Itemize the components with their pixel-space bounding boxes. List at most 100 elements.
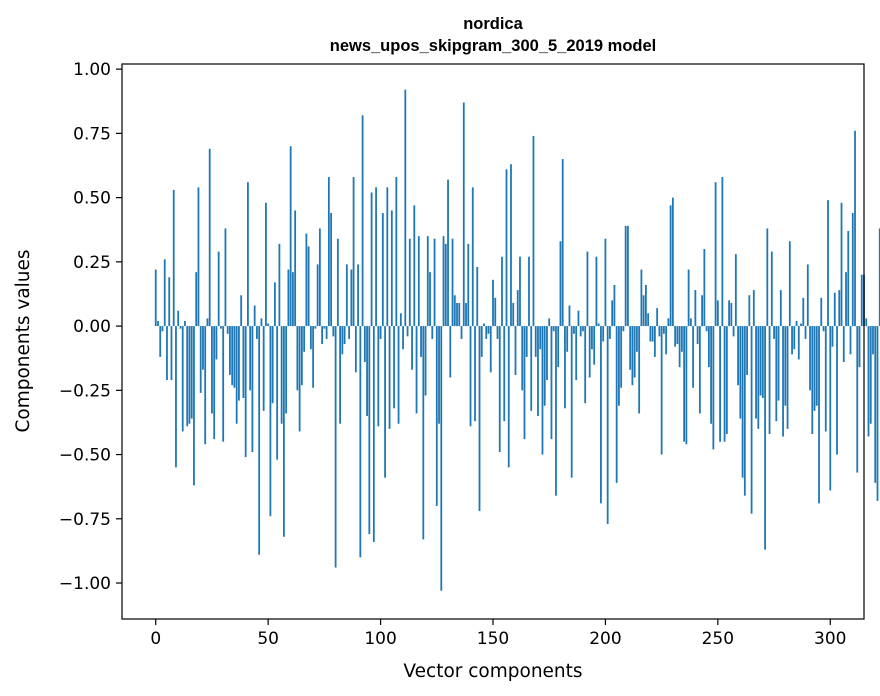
bar bbox=[778, 326, 780, 401]
bar bbox=[202, 326, 204, 370]
bar bbox=[364, 326, 366, 362]
bar bbox=[551, 326, 553, 439]
bar bbox=[728, 300, 730, 326]
bar bbox=[443, 236, 445, 326]
bar bbox=[261, 318, 263, 326]
bar bbox=[292, 272, 294, 326]
bar bbox=[746, 326, 748, 375]
bar bbox=[805, 326, 807, 339]
bar bbox=[209, 149, 211, 326]
bar bbox=[454, 295, 456, 326]
bar bbox=[670, 205, 672, 326]
bar bbox=[323, 326, 325, 329]
bar bbox=[157, 321, 159, 326]
bar bbox=[258, 326, 260, 555]
bar bbox=[195, 272, 197, 326]
bar bbox=[575, 326, 577, 380]
bar bbox=[350, 270, 352, 327]
bar bbox=[658, 326, 660, 336]
bar bbox=[359, 326, 361, 557]
bar bbox=[182, 326, 184, 431]
bar bbox=[407, 326, 409, 336]
bar bbox=[710, 326, 712, 424]
bar bbox=[841, 203, 843, 326]
bar bbox=[465, 303, 467, 326]
bar bbox=[216, 326, 218, 359]
bar bbox=[159, 326, 161, 357]
bar bbox=[227, 326, 229, 334]
bar bbox=[290, 146, 292, 326]
bar bbox=[701, 295, 703, 326]
bar bbox=[276, 326, 278, 460]
bar bbox=[449, 326, 451, 377]
bar bbox=[294, 210, 296, 326]
bar bbox=[694, 290, 696, 326]
bar bbox=[721, 177, 723, 326]
y-tick-label: 0.75 bbox=[73, 124, 111, 144]
y-axis-ticks: 1.00 0.75 0.50 0.25 0.00 −0.25 −0.50 −0.75 −1.00 bbox=[59, 60, 122, 594]
bar bbox=[164, 259, 166, 326]
bar bbox=[654, 326, 656, 357]
bar bbox=[391, 210, 393, 326]
bar bbox=[793, 326, 795, 349]
bar bbox=[850, 326, 852, 354]
bar-chart: nordica news_upos_skipgram_300_5_2019 mo… bbox=[0, 0, 880, 696]
bar bbox=[775, 326, 777, 421]
bar bbox=[782, 326, 784, 436]
bar bbox=[519, 257, 521, 326]
bar bbox=[724, 326, 726, 442]
bar bbox=[265, 203, 267, 326]
bar bbox=[825, 326, 827, 431]
bar bbox=[616, 326, 618, 483]
bar bbox=[593, 326, 595, 365]
bar bbox=[191, 326, 193, 419]
bar bbox=[589, 326, 591, 377]
bar bbox=[681, 326, 683, 352]
bar bbox=[816, 326, 818, 406]
bar bbox=[335, 326, 337, 568]
bar bbox=[420, 326, 422, 357]
bar bbox=[274, 282, 276, 326]
bar bbox=[438, 326, 440, 424]
bar bbox=[189, 326, 191, 424]
bar bbox=[555, 326, 557, 496]
bar bbox=[618, 326, 620, 406]
bar bbox=[688, 270, 690, 327]
bar bbox=[177, 311, 179, 326]
bar bbox=[580, 326, 582, 336]
bar bbox=[796, 321, 798, 326]
bar bbox=[339, 326, 341, 424]
bar bbox=[371, 192, 373, 326]
bar bbox=[645, 285, 647, 326]
bar bbox=[346, 264, 348, 326]
bar bbox=[395, 177, 397, 326]
bar bbox=[661, 326, 663, 454]
bar bbox=[499, 326, 501, 452]
bar bbox=[539, 326, 541, 349]
bar bbox=[544, 326, 546, 406]
bar bbox=[829, 326, 831, 490]
x-tick-label: 200 bbox=[589, 629, 621, 649]
bar bbox=[854, 131, 856, 326]
bar bbox=[548, 318, 550, 326]
bar bbox=[865, 318, 867, 326]
bar bbox=[166, 326, 168, 380]
bar bbox=[751, 326, 753, 514]
bar bbox=[467, 244, 469, 326]
bar bbox=[305, 234, 307, 327]
bar bbox=[877, 326, 879, 501]
bar bbox=[515, 326, 517, 375]
bar bbox=[173, 190, 175, 326]
bar bbox=[222, 326, 224, 442]
bar bbox=[207, 318, 209, 326]
bar bbox=[236, 326, 238, 424]
bar bbox=[366, 326, 368, 416]
x-tick-label: 100 bbox=[364, 629, 396, 649]
bar bbox=[384, 326, 386, 478]
bar bbox=[742, 326, 744, 478]
bar bbox=[632, 326, 634, 385]
bar bbox=[562, 159, 564, 326]
bar bbox=[874, 326, 876, 483]
bar bbox=[348, 326, 350, 339]
bar bbox=[458, 303, 460, 326]
